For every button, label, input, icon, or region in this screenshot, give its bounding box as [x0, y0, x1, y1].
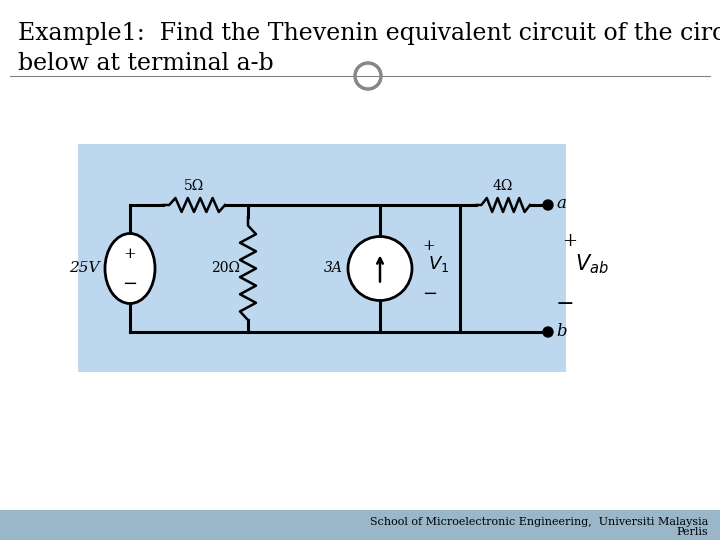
Text: $V_{ab}$: $V_{ab}$ — [575, 253, 609, 276]
Text: +: + — [124, 247, 136, 261]
Circle shape — [543, 200, 553, 210]
Text: +: + — [422, 240, 435, 253]
Text: −: − — [422, 285, 437, 302]
Ellipse shape — [105, 233, 155, 303]
Text: Example1:  Find the Thevenin equivalent circuit of the circuit: Example1: Find the Thevenin equivalent c… — [18, 22, 720, 45]
Text: −: − — [556, 293, 575, 314]
Text: Perlis: Perlis — [676, 527, 708, 537]
Text: +: + — [562, 232, 577, 249]
Text: 25V: 25V — [70, 261, 100, 275]
Text: −: − — [122, 274, 138, 293]
Text: 5Ω: 5Ω — [184, 179, 204, 193]
Bar — [0, 510, 720, 540]
FancyBboxPatch shape — [78, 144, 566, 372]
Text: 3A: 3A — [324, 261, 343, 275]
Text: b: b — [556, 322, 567, 340]
Text: 20Ω: 20Ω — [211, 261, 240, 275]
Text: $V_1$: $V_1$ — [428, 254, 449, 274]
Text: below at terminal a-b: below at terminal a-b — [18, 52, 274, 75]
Text: a: a — [556, 195, 566, 213]
Text: School of Microelectronic Engineering,  Universiti Malaysia: School of Microelectronic Engineering, U… — [369, 517, 708, 527]
Circle shape — [348, 237, 412, 300]
Text: 4Ω: 4Ω — [492, 179, 513, 193]
Circle shape — [543, 327, 553, 337]
